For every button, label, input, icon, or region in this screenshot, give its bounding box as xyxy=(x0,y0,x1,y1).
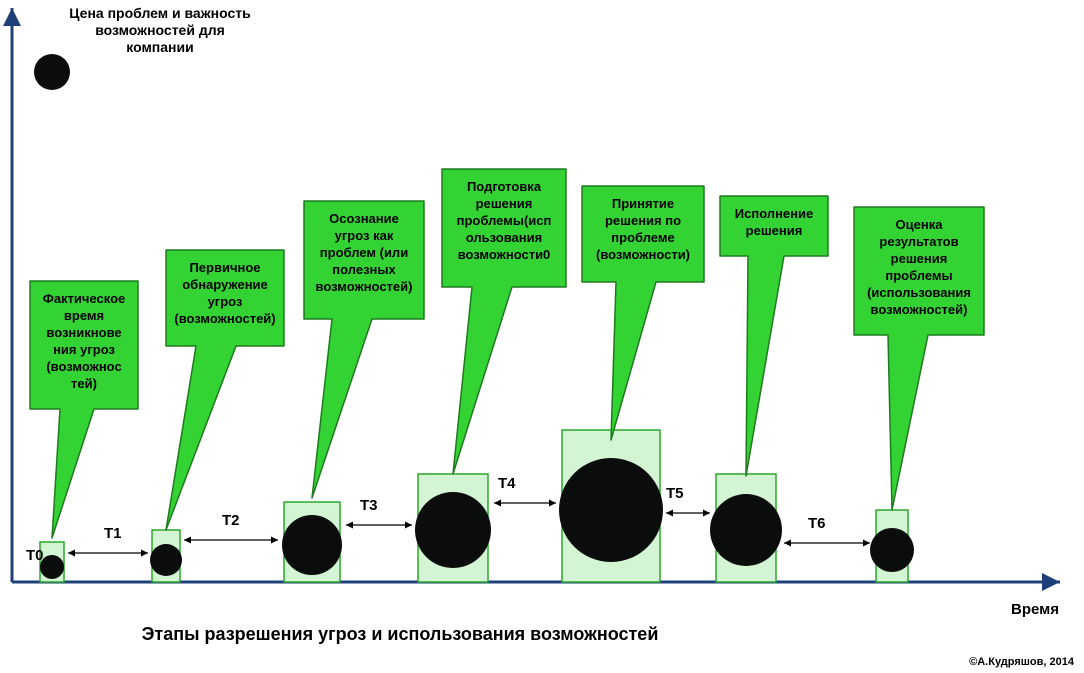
legend-marker-circle xyxy=(34,54,70,90)
callout-text-co6-line: результатов xyxy=(879,234,958,249)
callout-shape-co1 xyxy=(166,250,284,530)
legend-text-line: компании xyxy=(126,39,193,55)
callout-text-co6-line: возможностей) xyxy=(871,302,968,317)
value-circle-2 xyxy=(282,515,342,575)
interval-label-t2: T2 xyxy=(222,512,240,529)
callout-text-co5-line: решения xyxy=(746,223,803,238)
legend-text-line: возможностей для xyxy=(95,22,225,38)
callout-text-co0-line: возникнове xyxy=(46,325,121,340)
value-circle-1 xyxy=(150,544,182,576)
interval-label-t1: T1 xyxy=(104,525,122,542)
value-circle-3 xyxy=(415,492,491,568)
callout-text-co6-line: решения xyxy=(891,251,948,266)
callout-text-co4-line: проблеме xyxy=(611,230,674,245)
callout-text-co2-line: угроз как xyxy=(335,228,394,243)
callout-text-co1-line: Первичное xyxy=(189,260,260,275)
callout-text-co0-line: ния угроз xyxy=(53,342,115,357)
callout-text-co0-line: (возможнос xyxy=(46,359,121,374)
callout-text-co0-line: время xyxy=(64,308,104,323)
callout-text-co1-line: обнаружение xyxy=(182,277,268,292)
callout-text-co4-line: решения по xyxy=(605,213,681,228)
callout-text-co6-line: Оценка xyxy=(896,217,944,232)
value-circle-6 xyxy=(870,528,914,572)
callout-text-co4-line: (возможности) xyxy=(596,247,690,262)
interval-label-t5: T5 xyxy=(666,485,684,502)
callout-text-co6-line: проблемы xyxy=(885,268,952,283)
callout-text-co4-line: Принятие xyxy=(612,196,674,211)
callout-text-co1-line: (возможностей) xyxy=(174,311,275,326)
x-axis-label: Время xyxy=(1011,601,1059,618)
callout-text-co2-line: полезных xyxy=(332,262,396,277)
callout-text-co3-line: проблемы(исп xyxy=(457,213,552,228)
value-circle-0 xyxy=(40,555,64,579)
callout-text-co6-line: (использования xyxy=(867,285,971,300)
diagram-canvas: ВремяЦена проблем и важностьвозможностей… xyxy=(0,0,1084,673)
callout-text-co2-line: возможностей) xyxy=(316,279,413,294)
legend-text-line: Цена проблем и важность xyxy=(69,5,251,21)
callout-text-co3-line: возможности0 xyxy=(458,247,551,262)
callout-text-co3-line: решения xyxy=(476,196,533,211)
interval-label-t0: T0 xyxy=(26,547,44,564)
callout-text-co0-line: тей) xyxy=(71,376,97,391)
callout-text-co1-line: угроз xyxy=(208,294,243,309)
callout-text-co2-line: Осознание xyxy=(329,211,399,226)
callout-text-co5-line: Исполнение xyxy=(735,206,813,221)
interval-label-t3: T3 xyxy=(360,497,378,514)
copyright-text: ©А.Кудряшов, 2014 xyxy=(969,656,1075,668)
value-circle-5 xyxy=(710,494,782,566)
callout-text-co3-line: ользования xyxy=(466,230,542,245)
callout-text-co0-line: Фактическое xyxy=(43,291,126,306)
diagram-title: Этапы разрешения угроз и использования в… xyxy=(142,624,659,644)
callout-shape-co5 xyxy=(720,196,828,476)
callout-text-co3-line: Подготовка xyxy=(467,179,542,194)
interval-label-t6: T6 xyxy=(808,515,826,532)
interval-label-t4: T4 xyxy=(498,475,516,492)
value-circle-4 xyxy=(559,458,663,562)
callout-text-co2-line: проблем (или xyxy=(320,245,408,260)
